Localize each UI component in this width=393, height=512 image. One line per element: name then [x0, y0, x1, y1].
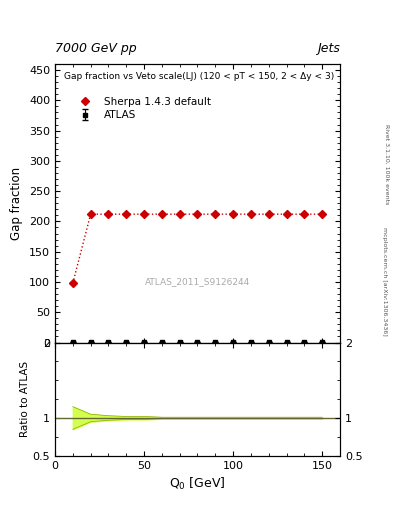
Sherpa 1.4.3 default [177, 211, 182, 217]
X-axis label: Q$_0$ [GeV]: Q$_0$ [GeV] [169, 476, 226, 492]
Text: Gap fraction vs Veto scale(LJ) (120 < pT < 150, 2 < Δy < 3): Gap fraction vs Veto scale(LJ) (120 < pT… [64, 72, 334, 81]
Sherpa 1.4.3 default [124, 211, 129, 217]
Text: 7000 GeV pp: 7000 GeV pp [55, 42, 137, 55]
Y-axis label: Ratio to ATLAS: Ratio to ATLAS [20, 361, 30, 437]
Text: Rivet 3.1.10, 100k events: Rivet 3.1.10, 100k events [385, 124, 389, 204]
Sherpa 1.4.3 default [213, 211, 218, 217]
Y-axis label: Gap fraction: Gap fraction [11, 167, 24, 240]
Sherpa 1.4.3 default [70, 280, 75, 286]
Sherpa 1.4.3 default [320, 211, 325, 217]
Line: Sherpa 1.4.3 default: Sherpa 1.4.3 default [70, 211, 325, 286]
Sherpa 1.4.3 default [248, 211, 253, 217]
Sherpa 1.4.3 default [302, 211, 307, 217]
Sherpa 1.4.3 default [284, 211, 289, 217]
Sherpa 1.4.3 default [160, 211, 164, 217]
Legend: Sherpa 1.4.3 default, ATLAS: Sherpa 1.4.3 default, ATLAS [75, 97, 211, 120]
Text: Jets: Jets [317, 42, 340, 55]
Text: mcplots.cern.ch [arXiv:1306.3436]: mcplots.cern.ch [arXiv:1306.3436] [382, 227, 387, 336]
Sherpa 1.4.3 default [106, 211, 111, 217]
Sherpa 1.4.3 default [142, 211, 147, 217]
Sherpa 1.4.3 default [88, 211, 93, 217]
Text: ATLAS_2011_S9126244: ATLAS_2011_S9126244 [145, 277, 250, 286]
Sherpa 1.4.3 default [231, 211, 235, 217]
Sherpa 1.4.3 default [266, 211, 271, 217]
Sherpa 1.4.3 default [195, 211, 200, 217]
